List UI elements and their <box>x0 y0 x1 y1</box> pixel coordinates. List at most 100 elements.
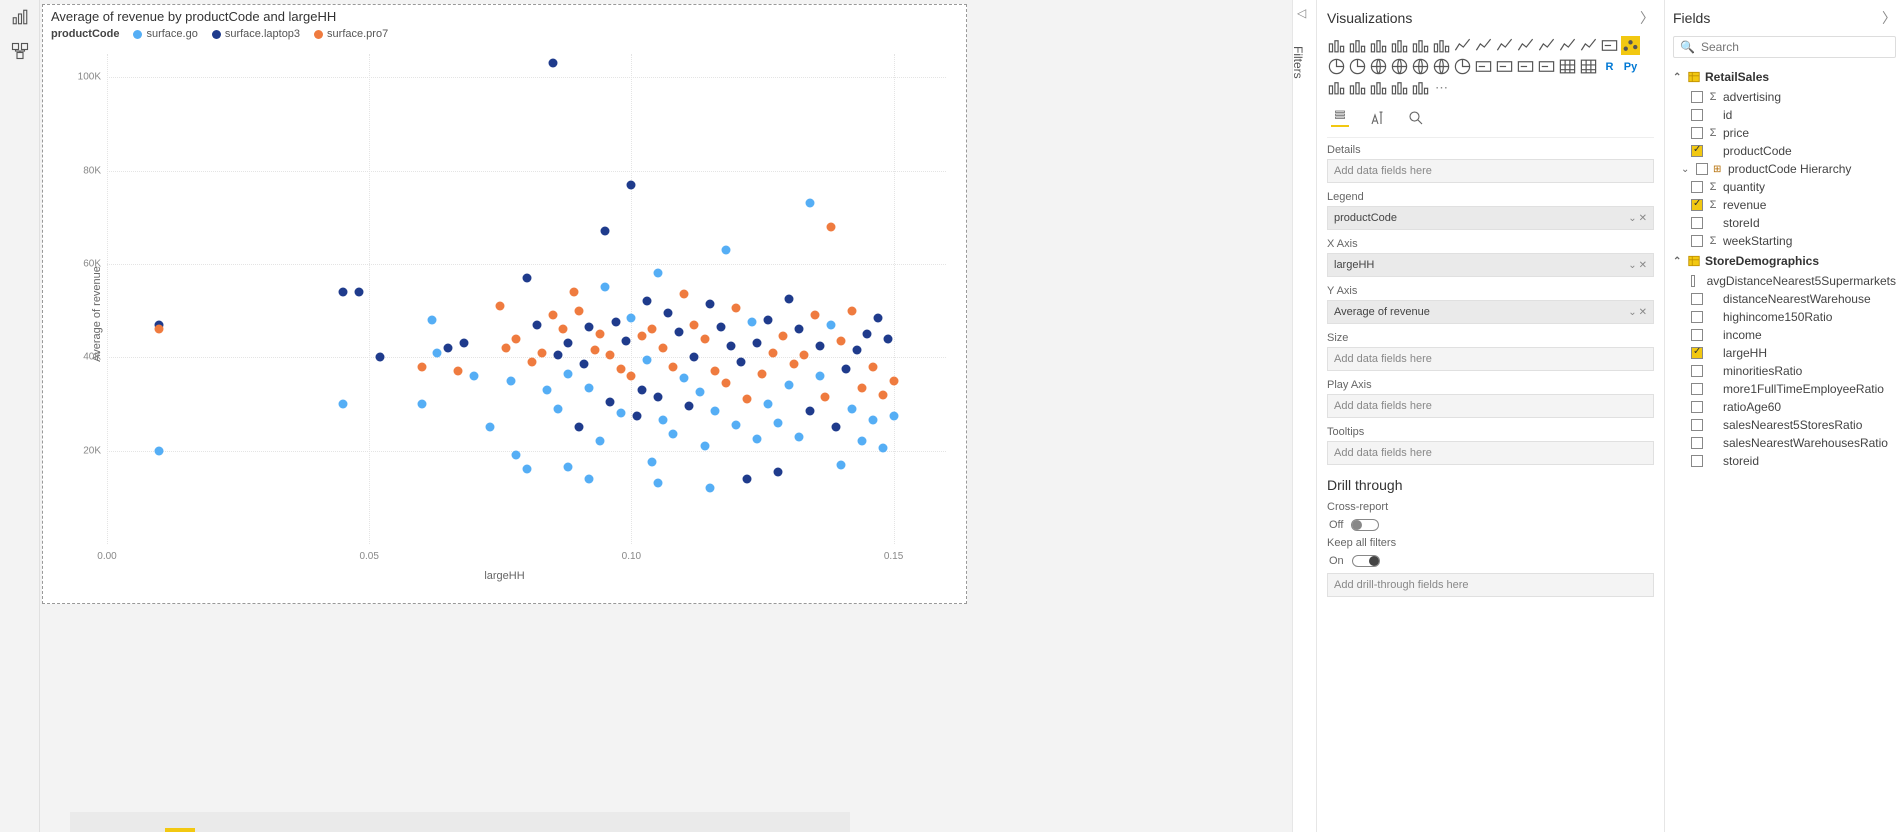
field-checkbox[interactable] <box>1691 91 1703 103</box>
viz-type-card[interactable] <box>1474 57 1493 76</box>
data-point[interactable] <box>721 379 730 388</box>
viz-type-map[interactable] <box>1390 57 1409 76</box>
viz-type-slicer[interactable] <box>1537 57 1556 76</box>
fields-search-input[interactable] <box>1701 40 1889 54</box>
data-point[interactable] <box>753 435 762 444</box>
viz-type-line-stacked[interactable] <box>1537 36 1556 55</box>
field-checkbox[interactable] <box>1691 275 1695 287</box>
data-point[interactable] <box>433 348 442 357</box>
viz-type-100-bar[interactable] <box>1411 36 1430 55</box>
data-point[interactable] <box>512 334 521 343</box>
data-point[interactable] <box>858 383 867 392</box>
data-point[interactable] <box>690 353 699 362</box>
field-well-details[interactable]: Add data fields here <box>1327 159 1654 183</box>
drill-through-well[interactable]: Add drill-through fields here <box>1327 573 1654 597</box>
chevron-down-icon[interactable]: ⌄ <box>1628 260 1636 271</box>
data-point[interactable] <box>611 318 620 327</box>
data-point[interactable] <box>658 416 667 425</box>
data-point[interactable] <box>816 341 825 350</box>
field-avgdistancenearest5supermarkets[interactable]: avgDistanceNearest5Supermarkets <box>1673 272 1896 290</box>
data-point[interactable] <box>784 381 793 390</box>
viz-type-more[interactable]: ⋯ <box>1432 78 1451 97</box>
data-point[interactable] <box>732 304 741 313</box>
data-point[interactable] <box>889 411 898 420</box>
data-point[interactable] <box>338 400 347 409</box>
viz-type-pie[interactable] <box>1327 57 1346 76</box>
data-point[interactable] <box>548 311 557 320</box>
data-point[interactable] <box>732 421 741 430</box>
field-well-x-axis[interactable]: largeHH⌄✕ <box>1327 253 1654 277</box>
data-point[interactable] <box>606 397 615 406</box>
viz-type-funnel[interactable] <box>1600 36 1619 55</box>
data-point[interactable] <box>459 339 468 348</box>
data-point[interactable] <box>669 362 678 371</box>
data-point[interactable] <box>553 351 562 360</box>
data-point[interactable] <box>637 386 646 395</box>
data-point[interactable] <box>338 288 347 297</box>
field-salesnearest5storesratio[interactable]: salesNearest5StoresRatio <box>1673 416 1896 434</box>
data-point[interactable] <box>417 362 426 371</box>
field-well-tooltips[interactable]: Add data fields here <box>1327 441 1654 465</box>
data-point[interactable] <box>595 437 604 446</box>
data-point[interactable] <box>679 374 688 383</box>
data-point[interactable] <box>747 318 756 327</box>
data-point[interactable] <box>564 339 573 348</box>
data-point[interactable] <box>585 474 594 483</box>
field-checkbox[interactable] <box>1691 145 1703 157</box>
field-checkbox[interactable] <box>1691 217 1703 229</box>
field-income[interactable]: income <box>1673 326 1896 344</box>
data-point[interactable] <box>690 320 699 329</box>
field-price[interactable]: Σprice <box>1673 124 1896 142</box>
field-revenue[interactable]: Σrevenue <box>1673 196 1896 214</box>
field-checkbox[interactable] <box>1691 455 1703 467</box>
data-point[interactable] <box>800 351 809 360</box>
data-point[interactable] <box>622 337 631 346</box>
viz-type-narrative[interactable] <box>1390 78 1409 97</box>
viz-type-stacked-area[interactable] <box>1495 36 1514 55</box>
data-point[interactable] <box>863 330 872 339</box>
data-point[interactable] <box>837 337 846 346</box>
data-point[interactable] <box>805 407 814 416</box>
chevron-down-icon[interactable]: ⌄ <box>1628 213 1636 224</box>
data-point[interactable] <box>847 306 856 315</box>
cross-report-toggle[interactable] <box>1351 519 1379 531</box>
data-point[interactable] <box>685 402 694 411</box>
remove-field-icon[interactable]: ✕ <box>1639 213 1647 224</box>
data-point[interactable] <box>417 400 426 409</box>
report-canvas[interactable]: Average of revenue by productCode and la… <box>40 0 1292 832</box>
field-checkbox[interactable] <box>1691 329 1703 341</box>
data-point[interactable] <box>706 299 715 308</box>
data-point[interactable] <box>774 467 783 476</box>
viz-type-gauge[interactable] <box>1453 57 1472 76</box>
report-view-icon[interactable] <box>11 8 29 26</box>
viz-type-qa[interactable] <box>1369 78 1388 97</box>
viz-type-donut[interactable] <box>1348 57 1367 76</box>
viz-type-table[interactable] <box>1558 57 1577 76</box>
field-checkbox[interactable] <box>1691 181 1703 193</box>
data-point[interactable] <box>532 320 541 329</box>
viz-type-area[interactable] <box>1474 36 1493 55</box>
data-point[interactable] <box>868 416 877 425</box>
field-checkbox[interactable] <box>1691 199 1703 211</box>
field-quantity[interactable]: Σquantity <box>1673 178 1896 196</box>
viz-type-filled-map[interactable] <box>1411 57 1430 76</box>
data-point[interactable] <box>454 367 463 376</box>
data-point[interactable] <box>711 407 720 416</box>
data-point[interactable] <box>795 325 804 334</box>
field-checkbox[interactable] <box>1696 163 1708 175</box>
field-advertising[interactable]: Σadvertising <box>1673 88 1896 106</box>
data-point[interactable] <box>501 344 510 353</box>
data-point[interactable] <box>512 451 521 460</box>
data-point[interactable] <box>580 360 589 369</box>
remove-field-icon[interactable]: ✕ <box>1639 260 1647 271</box>
data-point[interactable] <box>595 330 604 339</box>
data-point[interactable] <box>826 222 835 231</box>
data-point[interactable] <box>679 290 688 299</box>
data-point[interactable] <box>700 334 709 343</box>
viz-type-waterfall[interactable] <box>1579 36 1598 55</box>
scatter-chart-visual[interactable]: Average of revenue by productCode and la… <box>42 4 967 604</box>
field-largehh[interactable]: largeHH <box>1673 344 1896 362</box>
data-point[interactable] <box>470 372 479 381</box>
field-storeid[interactable]: storeId <box>1673 214 1896 232</box>
data-point[interactable] <box>768 348 777 357</box>
